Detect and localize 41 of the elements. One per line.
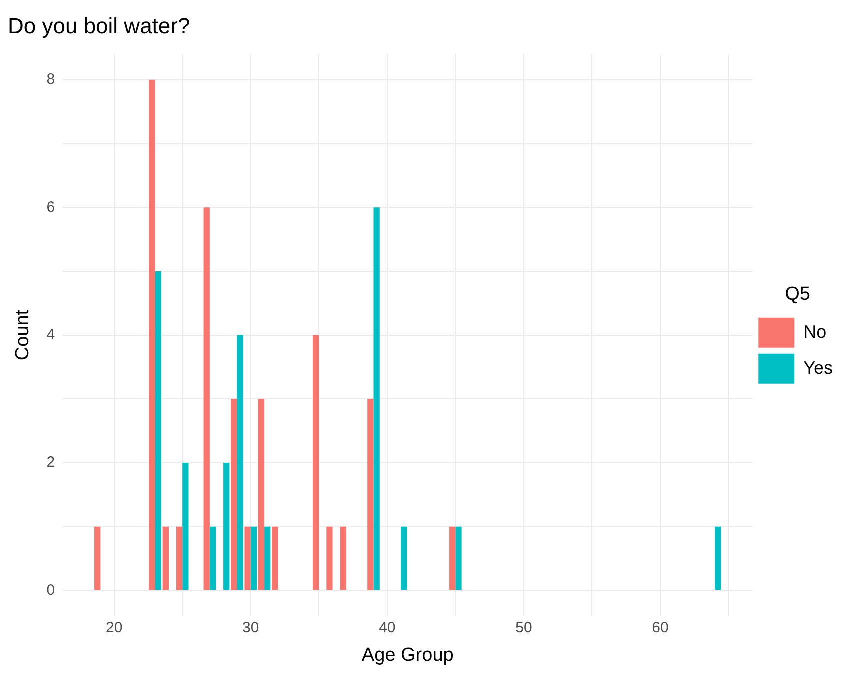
bar <box>450 526 456 590</box>
bar <box>149 80 156 590</box>
bar <box>155 271 162 590</box>
bar <box>244 526 251 590</box>
y-axis-title: Count <box>12 309 34 361</box>
bar <box>210 526 216 590</box>
y-tick-label: 2 <box>46 454 56 472</box>
y-tick-label: 8 <box>46 71 56 88</box>
bar <box>313 335 320 590</box>
bar <box>176 526 183 590</box>
bar <box>368 399 374 590</box>
y-tick-label: 0 <box>46 582 56 599</box>
bar <box>258 399 265 590</box>
chart-title: Do you boil water? <box>8 13 190 38</box>
bar <box>272 526 278 590</box>
legend-title: Q5 <box>785 284 810 305</box>
x-tick-label: 60 <box>652 619 669 636</box>
bar <box>237 335 244 590</box>
bar <box>250 526 258 590</box>
bar <box>162 526 169 590</box>
bar <box>374 208 380 590</box>
y-tick-label: 6 <box>46 198 56 216</box>
x-tick-label: 20 <box>106 619 123 636</box>
y-tick-label: 4 <box>46 326 56 344</box>
bar <box>401 526 408 590</box>
bar <box>326 526 333 590</box>
bar <box>715 526 722 590</box>
x-tick-label: 50 <box>516 619 532 636</box>
bar <box>182 462 189 590</box>
x-tick-label: 30 <box>242 619 260 636</box>
x-axis-title: Age Group <box>362 644 454 666</box>
bar <box>94 526 101 590</box>
bar <box>340 526 346 590</box>
bar <box>224 462 230 590</box>
bar <box>456 526 462 590</box>
legend-label: No <box>804 322 827 342</box>
bar <box>231 399 238 590</box>
x-tick-label: 40 <box>379 619 396 636</box>
bar <box>264 526 271 590</box>
bar <box>204 208 210 590</box>
legend-label: Yes <box>804 358 834 378</box>
